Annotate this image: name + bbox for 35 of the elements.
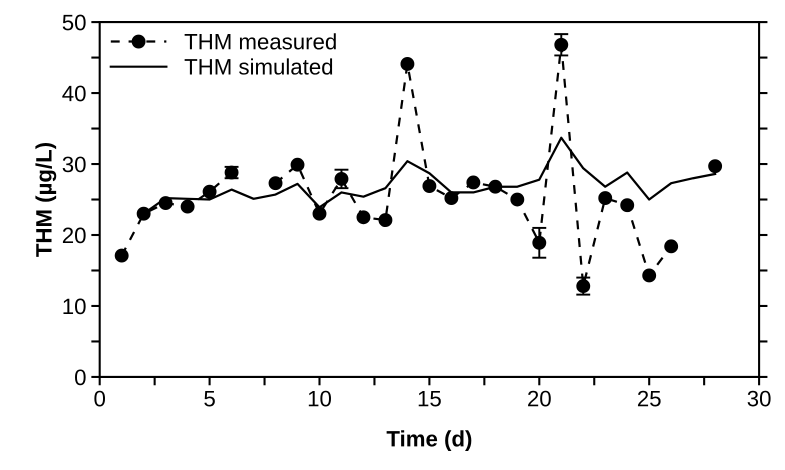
y-tick-label: 20 — [62, 228, 86, 244]
y-tick-label: 30 — [62, 156, 86, 172]
point — [356, 210, 370, 224]
x-tick-label: 0 — [94, 390, 106, 406]
point — [312, 206, 326, 221]
point — [180, 200, 195, 214]
point — [202, 184, 217, 199]
y-tick-label: 40 — [62, 86, 86, 102]
point — [268, 176, 282, 190]
point — [708, 159, 722, 174]
x-tick-label: 10 — [308, 390, 331, 406]
legend-label: THM measured — [184, 33, 336, 50]
y-tick-label: 50 — [62, 14, 86, 30]
point — [378, 213, 392, 228]
legend-label: THM simulated — [184, 58, 332, 75]
y-tick-label: 10 — [63, 298, 86, 314]
point — [510, 192, 524, 206]
x-axis-title: Time (d) — [386, 430, 472, 452]
point — [422, 179, 436, 193]
x-tick-label: 30 — [748, 390, 771, 406]
x-tick-label: 5 — [204, 390, 215, 406]
point — [466, 176, 480, 190]
x-tick-label: 25 — [638, 390, 661, 406]
point — [114, 248, 129, 263]
point — [400, 57, 414, 71]
point — [598, 191, 612, 206]
point — [290, 158, 304, 172]
x-tick-label: 20 — [528, 390, 551, 406]
point — [642, 268, 656, 282]
point — [664, 239, 678, 254]
y-axis-title: THM (µg/L) — [35, 143, 56, 257]
point — [444, 191, 458, 206]
x-tick-label: 15 — [418, 390, 441, 406]
point — [620, 198, 634, 212]
y-tick-label: 0 — [75, 369, 86, 386]
